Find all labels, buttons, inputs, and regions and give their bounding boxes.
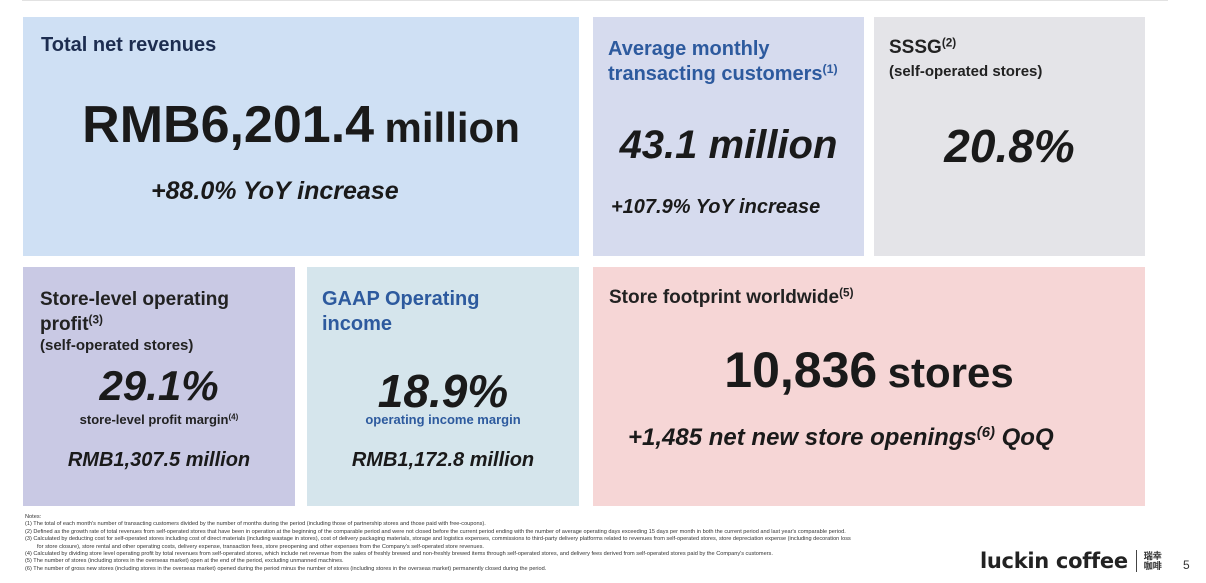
luckin-logo: luckin coffee 瑞幸 咖啡 xyxy=(980,547,1162,575)
brand-chinese-line2: 咖啡 xyxy=(1143,561,1162,571)
note-1: (1) The total of each month's number of … xyxy=(25,521,486,528)
stores-title: Store footprint worldwide(5) xyxy=(609,287,854,309)
gaap-title-line1: GAAP Operating xyxy=(322,288,480,310)
notes-heading: Notes: xyxy=(25,514,42,520)
note-3: (3) Calculated by deducting cost for sel… xyxy=(25,536,851,543)
customers-card: Average monthly transacting customers(1)… xyxy=(593,17,864,256)
revenue-card: Total net revenues RMB6,201.4 million +8… xyxy=(23,17,579,256)
footnotes: Notes: (1) The total of each month's num… xyxy=(25,514,985,573)
brand-name: luckin coffee xyxy=(980,549,1128,573)
stores-footnote-ref: (5) xyxy=(839,286,854,300)
store-profit-footnote-ref: (3) xyxy=(88,313,103,327)
gaap-title: GAAP Operating income xyxy=(322,287,479,337)
stores-growth-suffix: QoQ xyxy=(1001,424,1054,451)
gaap-label: operating income margin xyxy=(365,412,521,427)
revenue-value-line: RMB6,201.4 million xyxy=(23,95,579,155)
revenue-unit: million xyxy=(384,104,520,151)
customers-title-line2: transacting customers(1) xyxy=(608,62,838,87)
stores-unit: stores xyxy=(887,349,1014,396)
store-profit-label: store-level profit margin(4) xyxy=(23,412,295,427)
customers-title-line1: Average monthly xyxy=(608,38,770,60)
store-profit-label-text: store-level profit margin xyxy=(79,412,229,427)
gaap-title-line2: income xyxy=(322,313,393,335)
note-3-continued: for store closure), store rental and oth… xyxy=(37,543,484,550)
store-profit-subtitle: (self-operated stores) xyxy=(40,337,194,354)
customers-growth: +107.9% YoY increase xyxy=(611,196,821,218)
stores-title-text: Store footprint worldwide xyxy=(609,287,840,308)
gaap-card: GAAP Operating income 18.9% operating in… xyxy=(307,267,579,506)
customers-title-text: transacting customers xyxy=(608,63,823,85)
revenue-growth: +88.0% YoY increase xyxy=(151,177,399,205)
store-profit-title: Store-level operating profit(3) xyxy=(40,287,229,337)
note-5: (5) The number of stores (including stor… xyxy=(25,558,344,565)
page-number: 5 xyxy=(1183,558,1190,572)
store-profit-title-text: profit xyxy=(40,314,89,335)
stores-growth-text: +1,485 net new store openings xyxy=(628,424,977,451)
top-divider xyxy=(22,0,1168,1)
brand-chinese: 瑞幸 咖啡 xyxy=(1144,551,1162,571)
sssg-footnote-ref: (2) xyxy=(941,36,957,50)
store-profit-title-line2: profit(3) xyxy=(40,312,229,337)
store-profit-label-footnote-ref: (4) xyxy=(228,412,239,422)
note-2: (2) Defined as the growth rate of total … xyxy=(25,528,846,535)
brand-chinese-line1: 瑞幸 xyxy=(1143,551,1162,561)
store-profit-value: 29.1% xyxy=(99,362,219,409)
sssg-title-text: SSSG xyxy=(889,37,942,58)
stores-growth-footnote-ref: (6) xyxy=(976,424,995,441)
gaap-value: 18.9% xyxy=(377,365,509,417)
sssg-value: 20.8% xyxy=(944,120,1075,172)
gaap-amount: RMB1,172.8 million xyxy=(351,449,535,471)
stores-card: Store footprint worldwide(5) 10,836 stor… xyxy=(593,267,1145,506)
store-profit-card: Store-level operating profit(3) (self-op… xyxy=(23,267,295,506)
stores-growth: +1,485 net new store openings(6) QoQ xyxy=(628,424,1054,452)
logo-divider xyxy=(1135,550,1137,572)
sssg-title: SSSG(2) xyxy=(889,37,956,59)
stores-value-line: 10,836 stores xyxy=(593,341,1145,399)
stores-value: 10,836 xyxy=(724,342,878,398)
revenue-title: Total net revenues xyxy=(41,34,217,56)
store-profit-title-line1: Store-level operating xyxy=(40,289,229,310)
note-6: (6) The number of gross new stores (incl… xyxy=(25,565,547,572)
customers-value: 43.1 million xyxy=(619,123,838,167)
customers-title: Average monthly transacting customers(1) xyxy=(608,37,838,87)
sssg-card: SSSG(2) (self-operated stores) 20.8% xyxy=(874,17,1145,256)
revenue-value: RMB6,201.4 xyxy=(82,96,375,154)
customers-footnote-ref: (1) xyxy=(822,62,838,77)
note-4: (4) Calculated by dividing store level o… xyxy=(25,551,773,558)
sssg-subtitle: (self-operated stores) xyxy=(889,63,1043,80)
store-profit-amount: RMB1,307.5 million xyxy=(67,449,251,471)
